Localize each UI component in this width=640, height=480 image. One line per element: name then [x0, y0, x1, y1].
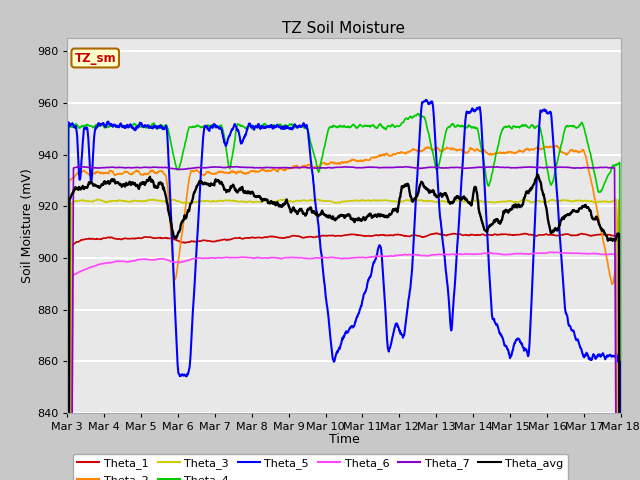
- Theta_avg: [106, 180, 114, 186]
- Theta_7: [232, 164, 240, 169]
- Theta_4: [414, 111, 422, 117]
- Theta_6: [378, 253, 386, 259]
- Theta_avg: [298, 208, 306, 214]
- Line: Theta_6: Theta_6: [67, 252, 621, 480]
- Theta_4: [106, 123, 114, 129]
- Theta_3: [106, 198, 114, 204]
- Theta_6: [546, 249, 554, 255]
- Theta_avg: [534, 171, 541, 177]
- Theta_1: [433, 230, 441, 236]
- Theta_2: [310, 165, 317, 170]
- Theta_7: [106, 164, 114, 170]
- Theta_1: [378, 232, 386, 238]
- Theta_6: [298, 255, 306, 261]
- Theta_5: [422, 97, 430, 103]
- Theta_2: [553, 143, 561, 148]
- Theta_7: [129, 165, 136, 171]
- Theta_4: [319, 147, 327, 153]
- Y-axis label: Soil Moisture (mV): Soil Moisture (mV): [21, 168, 34, 283]
- Title: TZ Soil Moisture: TZ Soil Moisture: [282, 21, 406, 36]
- Theta_3: [320, 198, 328, 204]
- Theta_6: [129, 258, 136, 264]
- Theta_2: [298, 164, 306, 170]
- Theta_1: [319, 233, 327, 239]
- Legend: Theta_1, Theta_2, Theta_3, Theta_4, Theta_5, Theta_6, Theta_7, Theta_avg: Theta_1, Theta_2, Theta_3, Theta_4, Thet…: [73, 454, 568, 480]
- Theta_5: [298, 123, 306, 129]
- Line: Theta_1: Theta_1: [67, 233, 621, 480]
- Line: Theta_avg: Theta_avg: [67, 174, 621, 480]
- Theta_4: [298, 123, 306, 129]
- Theta_3: [129, 198, 136, 204]
- Theta_6: [310, 256, 317, 262]
- Theta_avg: [310, 209, 317, 215]
- Theta_3: [314, 196, 321, 202]
- Theta_5: [378, 259, 386, 265]
- Line: Theta_4: Theta_4: [67, 114, 621, 480]
- Theta_6: [106, 260, 114, 265]
- Theta_avg: [319, 211, 327, 216]
- Theta_7: [320, 165, 328, 171]
- Theta_3: [310, 198, 317, 204]
- Theta_2: [319, 160, 327, 166]
- Theta_3: [379, 198, 387, 204]
- Theta_2: [378, 152, 386, 158]
- Theta_avg: [378, 212, 386, 218]
- Theta_2: [129, 170, 136, 176]
- Text: TZ_sm: TZ_sm: [74, 51, 116, 64]
- Theta_1: [310, 234, 317, 240]
- Theta_5: [129, 125, 136, 131]
- Theta_4: [129, 122, 136, 128]
- Theta_5: [106, 121, 114, 127]
- Theta_5: [310, 180, 317, 186]
- Theta_3: [298, 198, 306, 204]
- Theta_2: [106, 168, 114, 173]
- Line: Theta_3: Theta_3: [67, 199, 621, 480]
- Theta_6: [319, 255, 327, 261]
- Theta_7: [379, 165, 387, 170]
- Line: Theta_2: Theta_2: [67, 145, 621, 480]
- Line: Theta_5: Theta_5: [67, 100, 621, 480]
- X-axis label: Time: Time: [328, 433, 360, 446]
- Theta_1: [129, 236, 136, 241]
- Line: Theta_7: Theta_7: [67, 167, 621, 480]
- Theta_1: [298, 235, 306, 240]
- Theta_7: [299, 164, 307, 170]
- Theta_4: [310, 150, 317, 156]
- Theta_1: [106, 234, 114, 240]
- Theta_7: [310, 165, 317, 171]
- Theta_4: [378, 124, 386, 130]
- Theta_5: [319, 273, 327, 278]
- Theta_avg: [129, 180, 136, 185]
